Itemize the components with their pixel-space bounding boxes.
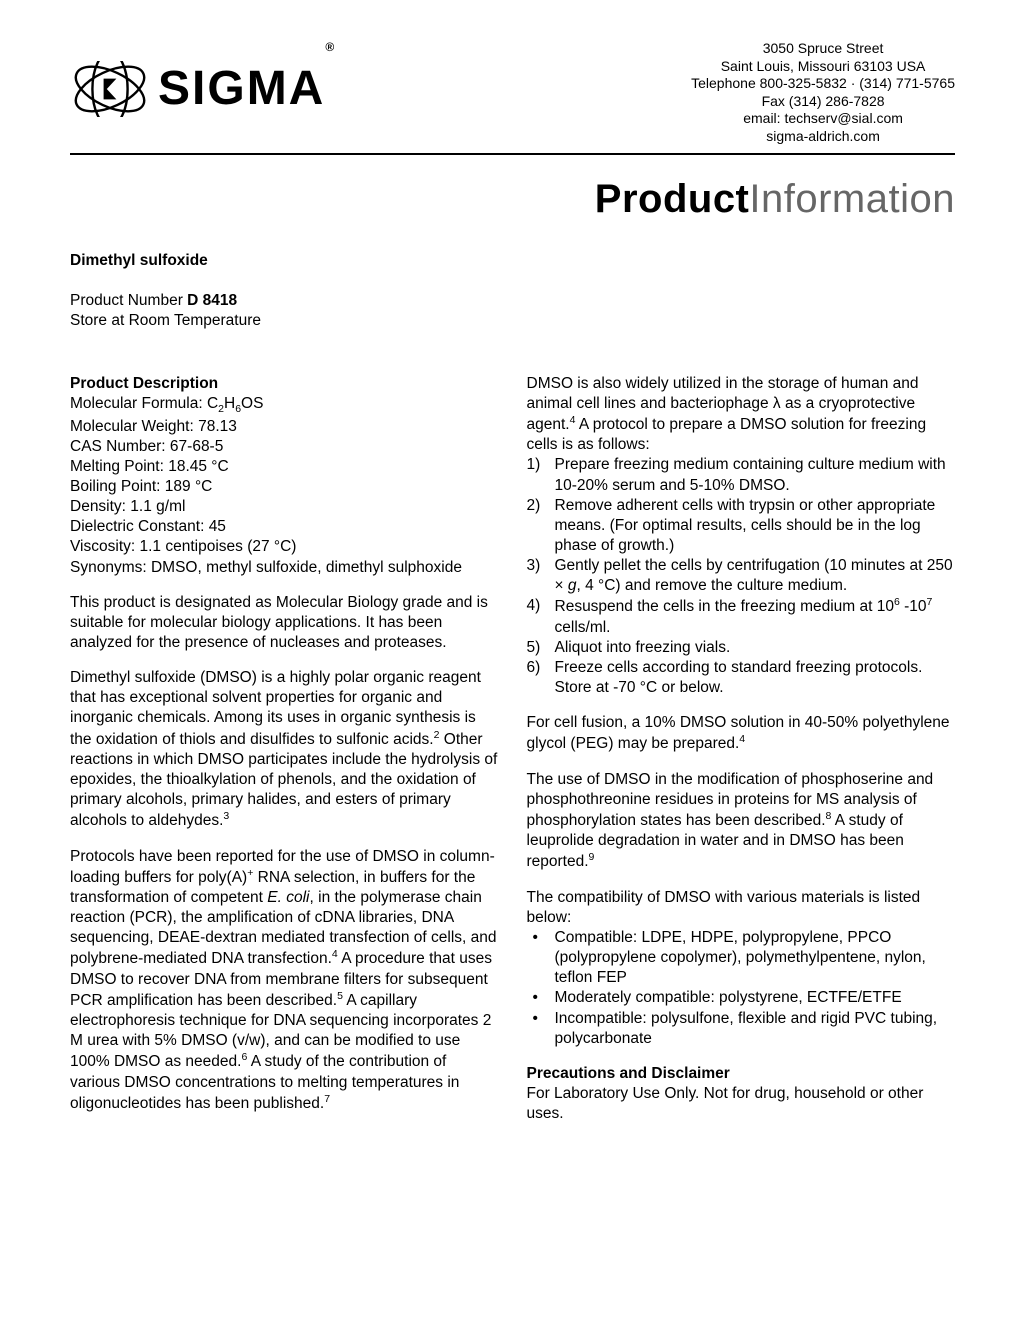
content-columns: Product Description Molecular Formula: C…	[70, 374, 955, 1140]
chemical-name: Dimethyl sulfoxide	[70, 251, 955, 271]
list-item: 5)Aliquot into freezing vials.	[527, 638, 956, 658]
address-line: email: techserv@sial.com	[691, 110, 955, 128]
right-column: DMSO is also widely utilized in the stor…	[527, 374, 956, 1140]
paragraph: Dimethyl sulfoxide (DMSO) is a highly po…	[70, 668, 499, 831]
paragraph: For Laboratory Use Only. Not for drug, h…	[527, 1084, 956, 1124]
list-item: 1)Prepare freezing medium containing cul…	[527, 455, 956, 495]
paragraph: DMSO is also widely utilized in the stor…	[527, 374, 956, 456]
intro-block: Dimethyl sulfoxide Product Number D 8418…	[70, 251, 955, 332]
company-address: 3050 Spruce Street Saint Louis, Missouri…	[691, 40, 955, 145]
left-column: Product Description Molecular Formula: C…	[70, 374, 499, 1140]
registered-icon: ®	[325, 40, 336, 54]
list-item: •Incompatible: polysulfone, flexible and…	[527, 1009, 956, 1049]
title-bold: Product	[595, 177, 750, 221]
address-line: Fax (314) 286-7828	[691, 93, 955, 111]
title-light: Information	[749, 177, 955, 221]
molecular-weight: Molecular Weight: 78.13	[70, 417, 499, 437]
section-heading: Product Description	[70, 374, 499, 394]
address-line: 3050 Spruce Street	[691, 40, 955, 58]
cas-number: CAS Number: 67-68-5	[70, 437, 499, 457]
list-item: 4)Resuspend the cells in the freezing me…	[527, 596, 956, 637]
storage-line: Store at Room Temperature	[70, 311, 955, 331]
section-heading: Precautions and Disclaimer	[527, 1064, 956, 1084]
dielectric-constant: Dielectric Constant: 45	[70, 517, 499, 537]
sigma-logo-icon	[70, 61, 150, 117]
paragraph: This product is designated as Molecular …	[70, 593, 499, 653]
paragraph: The compatibility of DMSO with various m…	[527, 888, 956, 928]
header: SIGMA® 3050 Spruce Street Saint Louis, M…	[70, 40, 955, 145]
header-rule	[70, 153, 955, 155]
list-item: 3)Gently pellet the cells by centrifugat…	[527, 556, 956, 596]
paragraph: Protocols have been reported for the use…	[70, 847, 499, 1115]
molecular-formula: Molecular Formula: C2H6OS	[70, 394, 499, 417]
melting-point: Melting Point: 18.45 °C	[70, 457, 499, 477]
list-item: 6)Freeze cells according to standard fre…	[527, 658, 956, 698]
list-item: •Moderately compatible: polystyrene, ECT…	[527, 988, 956, 1008]
boiling-point: Boiling Point: 189 °C	[70, 477, 499, 497]
paragraph: For cell fusion, a 10% DMSO solution in …	[527, 713, 956, 754]
synonyms: Synonyms: DMSO, methyl sulfoxide, dimeth…	[70, 558, 499, 578]
page-title: ProductInformation	[70, 173, 955, 225]
paragraph: The use of DMSO in the modification of p…	[527, 770, 956, 873]
logo-block: SIGMA®	[70, 40, 336, 120]
logo-text: SIGMA®	[158, 58, 336, 120]
density: Density: 1.1 g/ml	[70, 497, 499, 517]
address-line: Telephone 800-325-5832 · (314) 771-5765	[691, 75, 955, 93]
address-line: sigma-aldrich.com	[691, 128, 955, 146]
protocol-steps: 1)Prepare freezing medium containing cul…	[527, 455, 956, 698]
product-number: Product Number D 8418	[70, 291, 955, 311]
list-item: 2)Remove adherent cells with trypsin or …	[527, 496, 956, 556]
compatibility-list: •Compatible: LDPE, HDPE, polypropylene, …	[527, 928, 956, 1049]
address-line: Saint Louis, Missouri 63103 USA	[691, 58, 955, 76]
list-item: •Compatible: LDPE, HDPE, polypropylene, …	[527, 928, 956, 988]
viscosity: Viscosity: 1.1 centipoises (27 °C)	[70, 537, 499, 557]
